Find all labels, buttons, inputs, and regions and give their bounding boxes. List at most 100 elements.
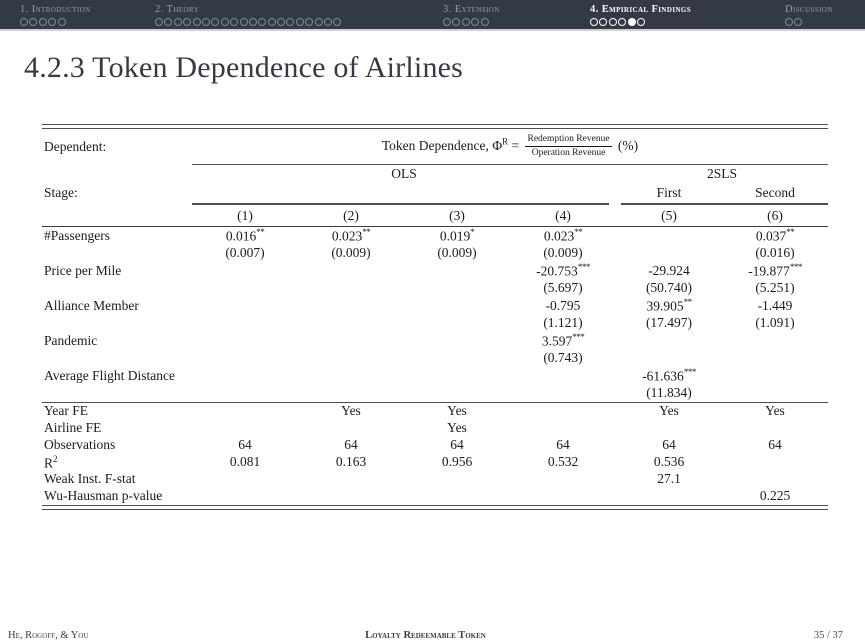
regression-table: Dependent: Token Dependence, ΦR = Redemp… <box>42 124 829 510</box>
significance-stars: *** <box>683 367 697 378</box>
table-row-statistic: Observations 64 64 64 64 64 64 <box>42 437 828 454</box>
slide-dot[interactable] <box>29 18 38 27</box>
nav-section-4[interactable]: 4. Empirical Findings <box>590 0 785 29</box>
significance-stars: *** <box>577 262 591 273</box>
slide-dot[interactable] <box>471 18 480 27</box>
row-label: Year FE <box>42 402 192 420</box>
slide-dot[interactable] <box>295 18 304 27</box>
slide-dot[interactable] <box>220 18 229 27</box>
nav-section-label[interactable]: 1. Introduction <box>20 3 91 15</box>
slide-dot[interactable] <box>239 18 248 27</box>
slide-dot[interactable] <box>286 18 295 27</box>
stderr-cell <box>192 385 298 403</box>
stderr-cell <box>298 280 404 297</box>
stderr-cell <box>616 245 722 262</box>
phi-superscript: R <box>502 136 509 147</box>
nav-section-3[interactable]: 3. Extension <box>443 0 590 29</box>
stderr-cell <box>722 350 828 367</box>
slide-dot[interactable] <box>258 18 267 27</box>
slide-dot[interactable] <box>333 18 342 27</box>
estimate-cell <box>404 262 510 280</box>
fraction-denominator: Operation Revenue <box>531 148 606 158</box>
slide-progress-dots <box>590 17 785 27</box>
slide-dot[interactable] <box>192 18 201 27</box>
estimate-cell: -1.449 <box>757 297 793 313</box>
col-number: (4) <box>510 206 616 227</box>
slide-dot[interactable] <box>20 18 28 27</box>
slide-dot[interactable] <box>636 18 645 27</box>
nav-section-label[interactable]: 2. Theory <box>155 3 200 15</box>
stderr-cell: (0.743) <box>543 350 583 366</box>
slide-dot[interactable] <box>443 18 451 27</box>
estimate-cell <box>298 367 404 385</box>
slide-dot[interactable] <box>785 18 793 27</box>
slide-dot[interactable] <box>248 18 257 27</box>
stderr-cell: (1.091) <box>755 315 795 331</box>
slide-dot[interactable] <box>211 18 220 27</box>
estimate-cell: 0.023** <box>543 227 583 244</box>
nav-section-2[interactable]: 2. Theory <box>155 0 443 29</box>
slide-dot[interactable] <box>201 18 210 27</box>
col-number: (3) <box>404 206 510 227</box>
significance-stars: ** <box>256 227 265 238</box>
row-label: Weak Inst. F-stat <box>44 471 136 487</box>
stderr-cell <box>404 280 510 297</box>
slide-dot[interactable] <box>590 18 598 27</box>
stderr-cell: (0.009) <box>543 245 583 261</box>
slide-dot[interactable] <box>324 18 333 27</box>
nav-section-label[interactable]: Discussion <box>785 3 833 15</box>
estimate-cell: 0.023** <box>331 227 371 244</box>
statistic-cell <box>192 402 298 420</box>
stderr-cell: (1.121) <box>543 315 583 331</box>
estimate-cell: -0.795 <box>545 297 581 313</box>
nav-section-1[interactable]: 1. Introduction <box>20 0 155 29</box>
slide-dot[interactable] <box>267 18 276 27</box>
estimate-cell <box>298 262 404 280</box>
statistic-cell: 0.225 <box>759 488 791 504</box>
table-row-estimate: Alliance Member -0.795 39.905** -1.449 <box>42 297 828 315</box>
statistic-cell <box>510 488 616 505</box>
footer-short-title: Loyalty Redeemable Token <box>365 630 486 641</box>
statistic-cell: 64 <box>662 437 676 453</box>
slide-dot[interactable] <box>794 18 803 27</box>
slide-dot[interactable] <box>155 18 163 27</box>
nav-section-label[interactable]: 3. Extension <box>443 3 500 15</box>
slide-dot[interactable] <box>314 18 323 27</box>
slide-dot[interactable] <box>480 18 489 27</box>
stderr-cell <box>298 315 404 332</box>
slide-dot[interactable] <box>277 18 286 27</box>
slide-dot[interactable] <box>618 18 627 27</box>
slide-dot[interactable] <box>57 18 66 27</box>
slide-dot[interactable] <box>230 18 239 27</box>
row-label-spacer <box>42 280 192 297</box>
slide-dot[interactable] <box>38 18 47 27</box>
stderr-cell: (17.497) <box>645 315 693 331</box>
table-row-statistic: Wu-Hausman p-value 0.225 <box>42 488 828 505</box>
statistic-cell <box>192 488 298 505</box>
significance-stars: ** <box>362 227 371 238</box>
slide-dot[interactable] <box>173 18 182 27</box>
table-row-stderr: (0.007) (0.009) (0.009) (0.009) (0.016) <box>42 245 828 262</box>
row-label: Average Flight Distance <box>44 367 175 383</box>
coefficient-rows: #Passengers 0.016** 0.023** 0.019* 0.023** 0.… <box>42 227 828 403</box>
table-row-statistic: Year FE Yes Yes Yes Yes <box>42 402 829 420</box>
nav-section-label[interactable]: 4. Empirical Findings <box>590 3 692 15</box>
current-slide-dot[interactable] <box>627 18 636 27</box>
dependent-row: Dependent: Token Dependence, ΦR = Redemp… <box>42 129 828 165</box>
slide-dot[interactable] <box>164 18 173 27</box>
slide-dot[interactable] <box>599 18 608 27</box>
estimate-cell <box>616 332 722 350</box>
slide-dot[interactable] <box>608 18 617 27</box>
slide-dot[interactable] <box>305 18 314 27</box>
stderr-cell: (0.016) <box>755 245 795 261</box>
statistic-cell <box>616 420 722 437</box>
stage-label: Stage: <box>44 184 78 200</box>
slide-dot[interactable] <box>183 18 192 27</box>
significance-stars: ** <box>683 297 693 308</box>
estimate-cell <box>298 297 404 315</box>
estimate-cell: -20.753*** <box>536 262 591 279</box>
slide-dot[interactable] <box>461 18 470 27</box>
slide-dot[interactable] <box>452 18 461 27</box>
nav-section-5[interactable]: Discussion <box>785 0 865 29</box>
slide-dot[interactable] <box>48 18 57 27</box>
